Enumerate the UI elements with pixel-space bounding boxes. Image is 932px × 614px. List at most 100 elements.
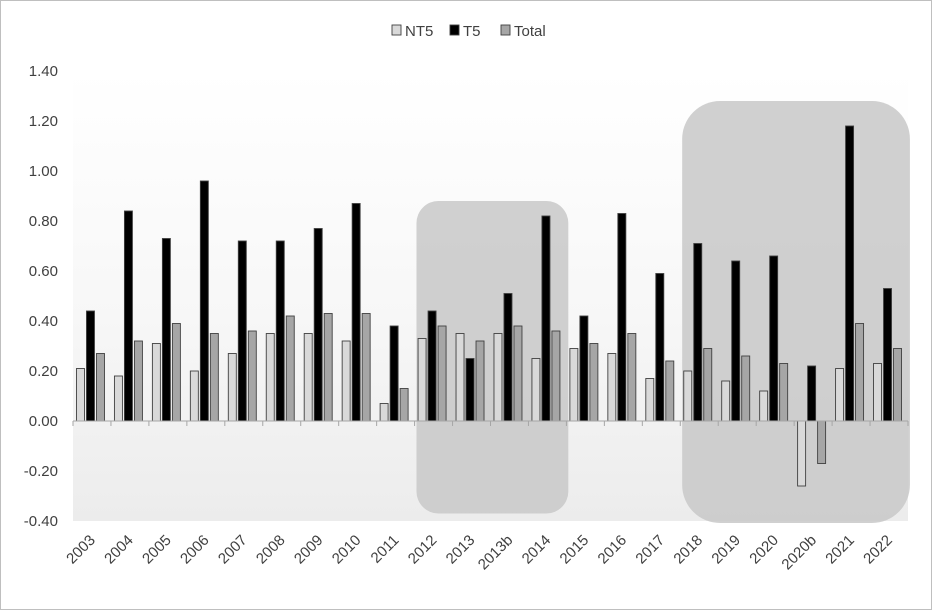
legend-swatch-t5 (449, 24, 460, 36)
bar-nt5 (417, 338, 427, 422)
x-tick-label: 2008 (253, 532, 289, 568)
y-tick-label: 0.00 (29, 413, 58, 430)
bar-t5 (769, 255, 779, 422)
bar-nt5 (759, 390, 769, 422)
bar-total (323, 313, 333, 422)
bar-total (551, 330, 561, 422)
x-tick-label: 2020b (778, 532, 820, 574)
bar-nt5 (76, 368, 85, 422)
bar-t5 (313, 228, 323, 422)
legend-label-total: Total (514, 23, 546, 40)
y-tick-label: 0.20 (29, 363, 58, 380)
x-tick-label: 2010 (329, 532, 365, 568)
legend-swatch-nt5 (391, 24, 402, 36)
bar-nt5 (493, 333, 503, 422)
bar-nt5 (797, 420, 807, 487)
bar-nt5 (379, 403, 389, 422)
bar-total (437, 325, 447, 422)
y-tick-label: 0.40 (29, 313, 58, 330)
x-tick-label: 2021 (822, 532, 858, 568)
legend: NT5 T5 Total (391, 23, 546, 40)
bar-t5 (731, 260, 741, 422)
bar-total (513, 325, 523, 422)
highlight-box (682, 101, 910, 523)
bar-t5 (883, 288, 892, 422)
x-tick-label: 2012 (405, 532, 441, 568)
x-tick-label: 2018 (670, 532, 706, 568)
bar-total (779, 363, 789, 422)
x-tick-label: 2013 (443, 532, 479, 568)
bar-t5 (275, 240, 285, 422)
bar-total (817, 420, 827, 464)
bar-total (741, 355, 751, 422)
bar-nt5 (607, 353, 617, 422)
x-tick-label: 2006 (177, 532, 213, 568)
bar-nt5 (341, 340, 351, 422)
bar-total (133, 340, 143, 422)
x-tick-label: 2016 (595, 532, 631, 568)
bar-total (475, 340, 485, 422)
bar-t5 (199, 180, 209, 422)
x-tick-label: 2020 (746, 532, 782, 568)
bar-total (589, 343, 599, 422)
x-tick-label: 2003 (63, 532, 99, 568)
bar-total (665, 360, 675, 422)
bar-t5 (237, 240, 247, 422)
x-tick-label: 2004 (101, 532, 137, 568)
x-tick-label: 2014 (519, 532, 555, 568)
x-tick-label: 2009 (291, 532, 327, 568)
bar-t5 (541, 215, 551, 422)
bar-t5 (351, 203, 361, 422)
bar-nt5 (303, 333, 313, 422)
bar-nt5 (189, 370, 199, 422)
bar-total (247, 330, 257, 422)
bar-t5 (693, 243, 703, 422)
bar-total (893, 348, 902, 422)
legend-label-t5: T5 (463, 23, 481, 40)
bar-t5 (655, 273, 665, 422)
y-tick-label: -0.40 (24, 513, 58, 530)
x-tick-label: 2007 (215, 532, 251, 568)
bar-nt5 (455, 333, 465, 422)
bar-t5 (465, 358, 475, 422)
bar-total (361, 313, 371, 422)
x-tick-label: 2015 (557, 532, 593, 568)
bar-nt5 (835, 368, 845, 422)
bar-total (171, 323, 181, 422)
bar-t5 (86, 310, 95, 422)
bar-nt5 (531, 358, 541, 422)
y-tick-label: 0.60 (29, 263, 58, 280)
bar-nt5 (265, 333, 275, 422)
bar-nt5 (227, 353, 237, 422)
bar-nt5 (113, 375, 123, 422)
bar-t5 (503, 293, 513, 422)
legend-label-nt5: NT5 (405, 23, 433, 40)
bar-t5 (161, 238, 171, 422)
x-tick-label: 2022 (860, 532, 896, 568)
y-tick-label: 1.40 (29, 63, 58, 80)
y-axis: 1.40 1.20 1.00 0.80 0.60 0.40 0.20 0.00 -0.20 -0.… (24, 63, 58, 530)
legend-swatch-total (500, 24, 511, 36)
bar-nt5 (151, 343, 161, 422)
bar-total (399, 388, 409, 422)
bar-nt5 (569, 348, 579, 422)
y-tick-label: -0.20 (24, 463, 58, 480)
bar-total (209, 333, 219, 422)
bar-total (627, 333, 637, 422)
x-tick-label: 2017 (633, 532, 669, 568)
x-tick-label: 2013b (475, 532, 517, 574)
bar-t5 (389, 325, 399, 422)
y-tick-label: 1.20 (29, 113, 58, 130)
bar-t5 (845, 125, 855, 422)
bar-nt5 (683, 370, 693, 422)
x-tick-label: 2005 (139, 532, 175, 568)
bar-total (285, 315, 295, 422)
bar-t5 (123, 210, 133, 422)
bar-t5 (617, 213, 627, 422)
bar-total (96, 353, 105, 422)
bar-t5 (807, 365, 817, 422)
bar-total (703, 348, 713, 422)
bar-nt5 (721, 380, 731, 422)
